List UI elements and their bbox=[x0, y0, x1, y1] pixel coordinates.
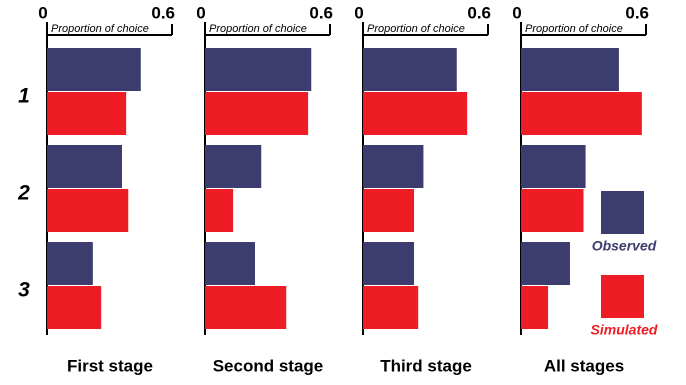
bar bbox=[363, 189, 415, 232]
x-tick-label: 0 bbox=[196, 3, 205, 22]
x-tick-label: 0.6 bbox=[467, 3, 491, 22]
legend-swatch bbox=[601, 275, 644, 318]
bar bbox=[205, 145, 262, 188]
bar bbox=[363, 286, 419, 329]
bar bbox=[521, 145, 586, 188]
legend-label: Simulated bbox=[591, 322, 658, 338]
panel-title: Third stage bbox=[380, 356, 472, 375]
panel-title: All stages bbox=[544, 356, 624, 375]
bar bbox=[363, 145, 424, 188]
panel-title: Second stage bbox=[213, 356, 324, 375]
bar bbox=[521, 242, 570, 285]
bar bbox=[47, 286, 102, 329]
bar bbox=[47, 145, 122, 188]
x-axis-label: Proportion of choice bbox=[51, 23, 149, 35]
bar bbox=[521, 48, 619, 91]
bar bbox=[205, 92, 309, 135]
category-label: 1 bbox=[18, 85, 30, 108]
bar bbox=[47, 189, 129, 232]
x-axis-label: Proportion of choice bbox=[525, 23, 623, 35]
bar bbox=[205, 242, 255, 285]
bar bbox=[205, 286, 287, 329]
panel-title: First stage bbox=[67, 356, 153, 375]
legend-swatch bbox=[601, 191, 644, 234]
x-tick-label: 0 bbox=[512, 3, 521, 22]
bar bbox=[521, 92, 642, 135]
bar bbox=[521, 286, 549, 329]
bar bbox=[363, 242, 415, 285]
bar bbox=[47, 48, 141, 91]
x-tick-label: 0 bbox=[38, 3, 47, 22]
x-axis-label: Proportion of choice bbox=[367, 23, 465, 35]
legend-label: Observed bbox=[592, 238, 657, 254]
x-tick-label: 0.6 bbox=[151, 3, 175, 22]
bar bbox=[47, 92, 127, 135]
bar bbox=[363, 92, 468, 135]
bar bbox=[47, 242, 93, 285]
bar bbox=[363, 48, 457, 91]
x-axis-label: Proportion of choice bbox=[209, 23, 307, 35]
x-tick-label: 0 bbox=[354, 3, 363, 22]
x-tick-label: 0.6 bbox=[625, 3, 649, 22]
bar bbox=[205, 189, 234, 232]
bar bbox=[205, 48, 312, 91]
x-tick-label: 0.6 bbox=[309, 3, 333, 22]
category-label: 2 bbox=[17, 182, 30, 205]
category-label: 3 bbox=[18, 279, 30, 302]
bar bbox=[521, 189, 584, 232]
